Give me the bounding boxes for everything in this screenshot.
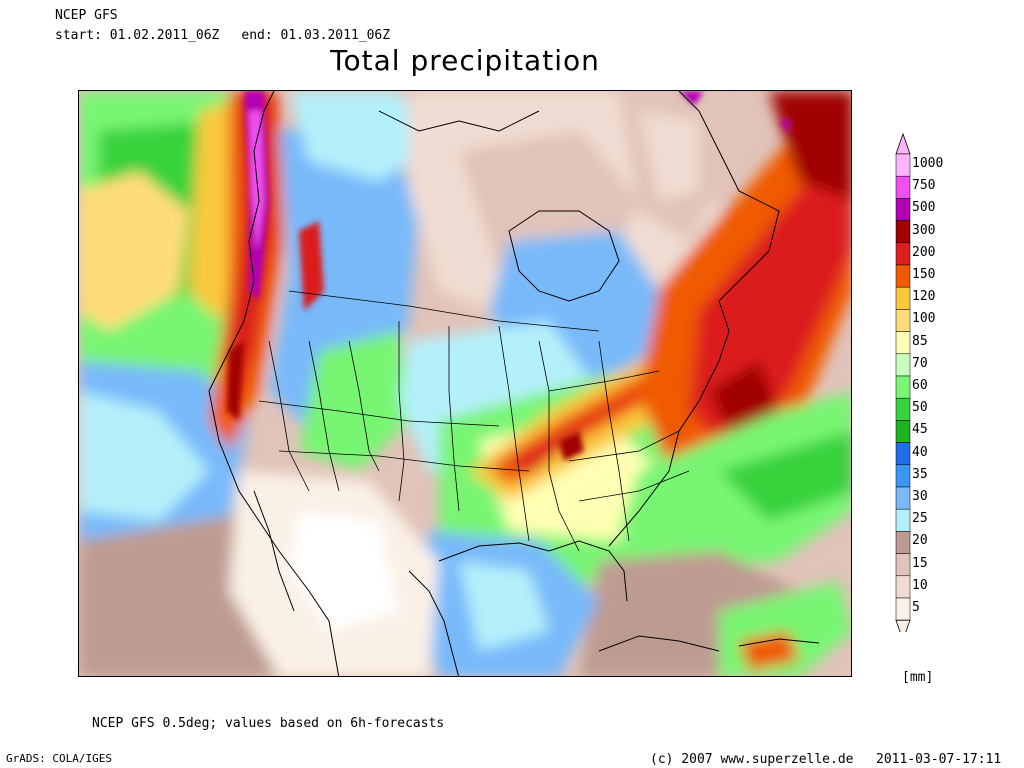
precip-shading [79,91,851,676]
end-time: 01.03.2011_06Z [280,28,391,43]
legend-label-200: 200 [912,244,936,260]
legend-label-750: 750 [912,178,936,194]
legend-label-300: 300 [912,222,936,238]
state-borders [258,290,690,552]
legend-bottom-arrow [895,619,911,632]
legend-swatch-70 [895,353,911,377]
legend-swatch-60 [895,375,911,399]
legend-unit: [mm] [902,670,934,685]
grads-credit: GrADS: COLA/IGES [6,752,112,765]
legend-label-1000: 1000 [912,156,944,171]
coastlines [208,91,820,676]
legend-top-arrow [895,132,911,155]
legend-swatch-120 [895,286,911,310]
legend-swatch-500 [895,198,911,221]
legend-label-70: 70 [912,355,928,371]
precip-legend: 1000 750 500 300 200 150 120 100 85 70 60 50 45 40 35 3… [894,132,994,632]
run-period: start: 01.02.2011_06Z end: 01.03.2011_06Z [55,28,390,43]
legend-label-85: 85 [912,333,928,349]
legend-swatch-45 [895,420,911,443]
legend-swatch-300 [895,220,911,244]
legend-label-35: 35 [912,466,928,482]
legend-swatch-25 [895,508,911,532]
legend-swatch-750 [895,175,911,199]
legend-label-150: 150 [912,267,936,282]
legend-swatch-1000 [895,153,911,177]
legend-swatch-150 [895,264,911,288]
precipitation-field [79,91,851,676]
legend-label-100: 100 [912,311,936,327]
model-label: NCEP GFS [55,8,118,23]
legend-swatch-30 [895,486,911,510]
legend-swatch-10 [895,575,911,599]
legend-swatch-15 [895,553,911,577]
legend-swatch-40 [895,442,911,466]
legend-swatch-200 [895,242,911,266]
start-time: 01.02.2011_06Z [109,28,220,43]
precipitation-map [78,90,852,677]
copyright-note: (c) 2007 www.superzelle.de [650,752,854,767]
legend-swatch-100 [895,309,911,332]
start-label: start: [55,28,102,43]
source-note: NCEP GFS 0.5deg; values based on 6h-fore… [92,716,445,731]
legend-label-30: 30 [912,489,928,504]
legend-label-20: 20 [912,533,928,549]
legend-label-15: 15 [912,555,928,571]
legend-label-5: 5 [912,600,920,615]
legend-label-60: 60 [912,378,928,393]
legend-label-500: 500 [912,200,936,216]
legend-label-120: 120 [912,289,936,305]
legend-label-50: 50 [912,400,928,416]
legend-swatch-20 [895,531,911,554]
legend-swatch-50 [895,397,911,421]
legend-label-25: 25 [912,511,928,527]
legend-label-40: 40 [912,444,928,460]
end-label: end: [241,28,273,43]
generation-timestamp: 2011-03-07-17:11 [876,752,1002,767]
legend-label-10: 10 [912,577,928,593]
precip-peaks [227,91,791,461]
legend-swatch-5 [895,597,911,621]
legend-colorbar [895,132,911,632]
map-title: Total precipitation [330,44,600,77]
legend-label-45: 45 [912,422,928,438]
legend-swatch-85 [895,331,911,355]
legend-swatch-35 [895,464,911,488]
